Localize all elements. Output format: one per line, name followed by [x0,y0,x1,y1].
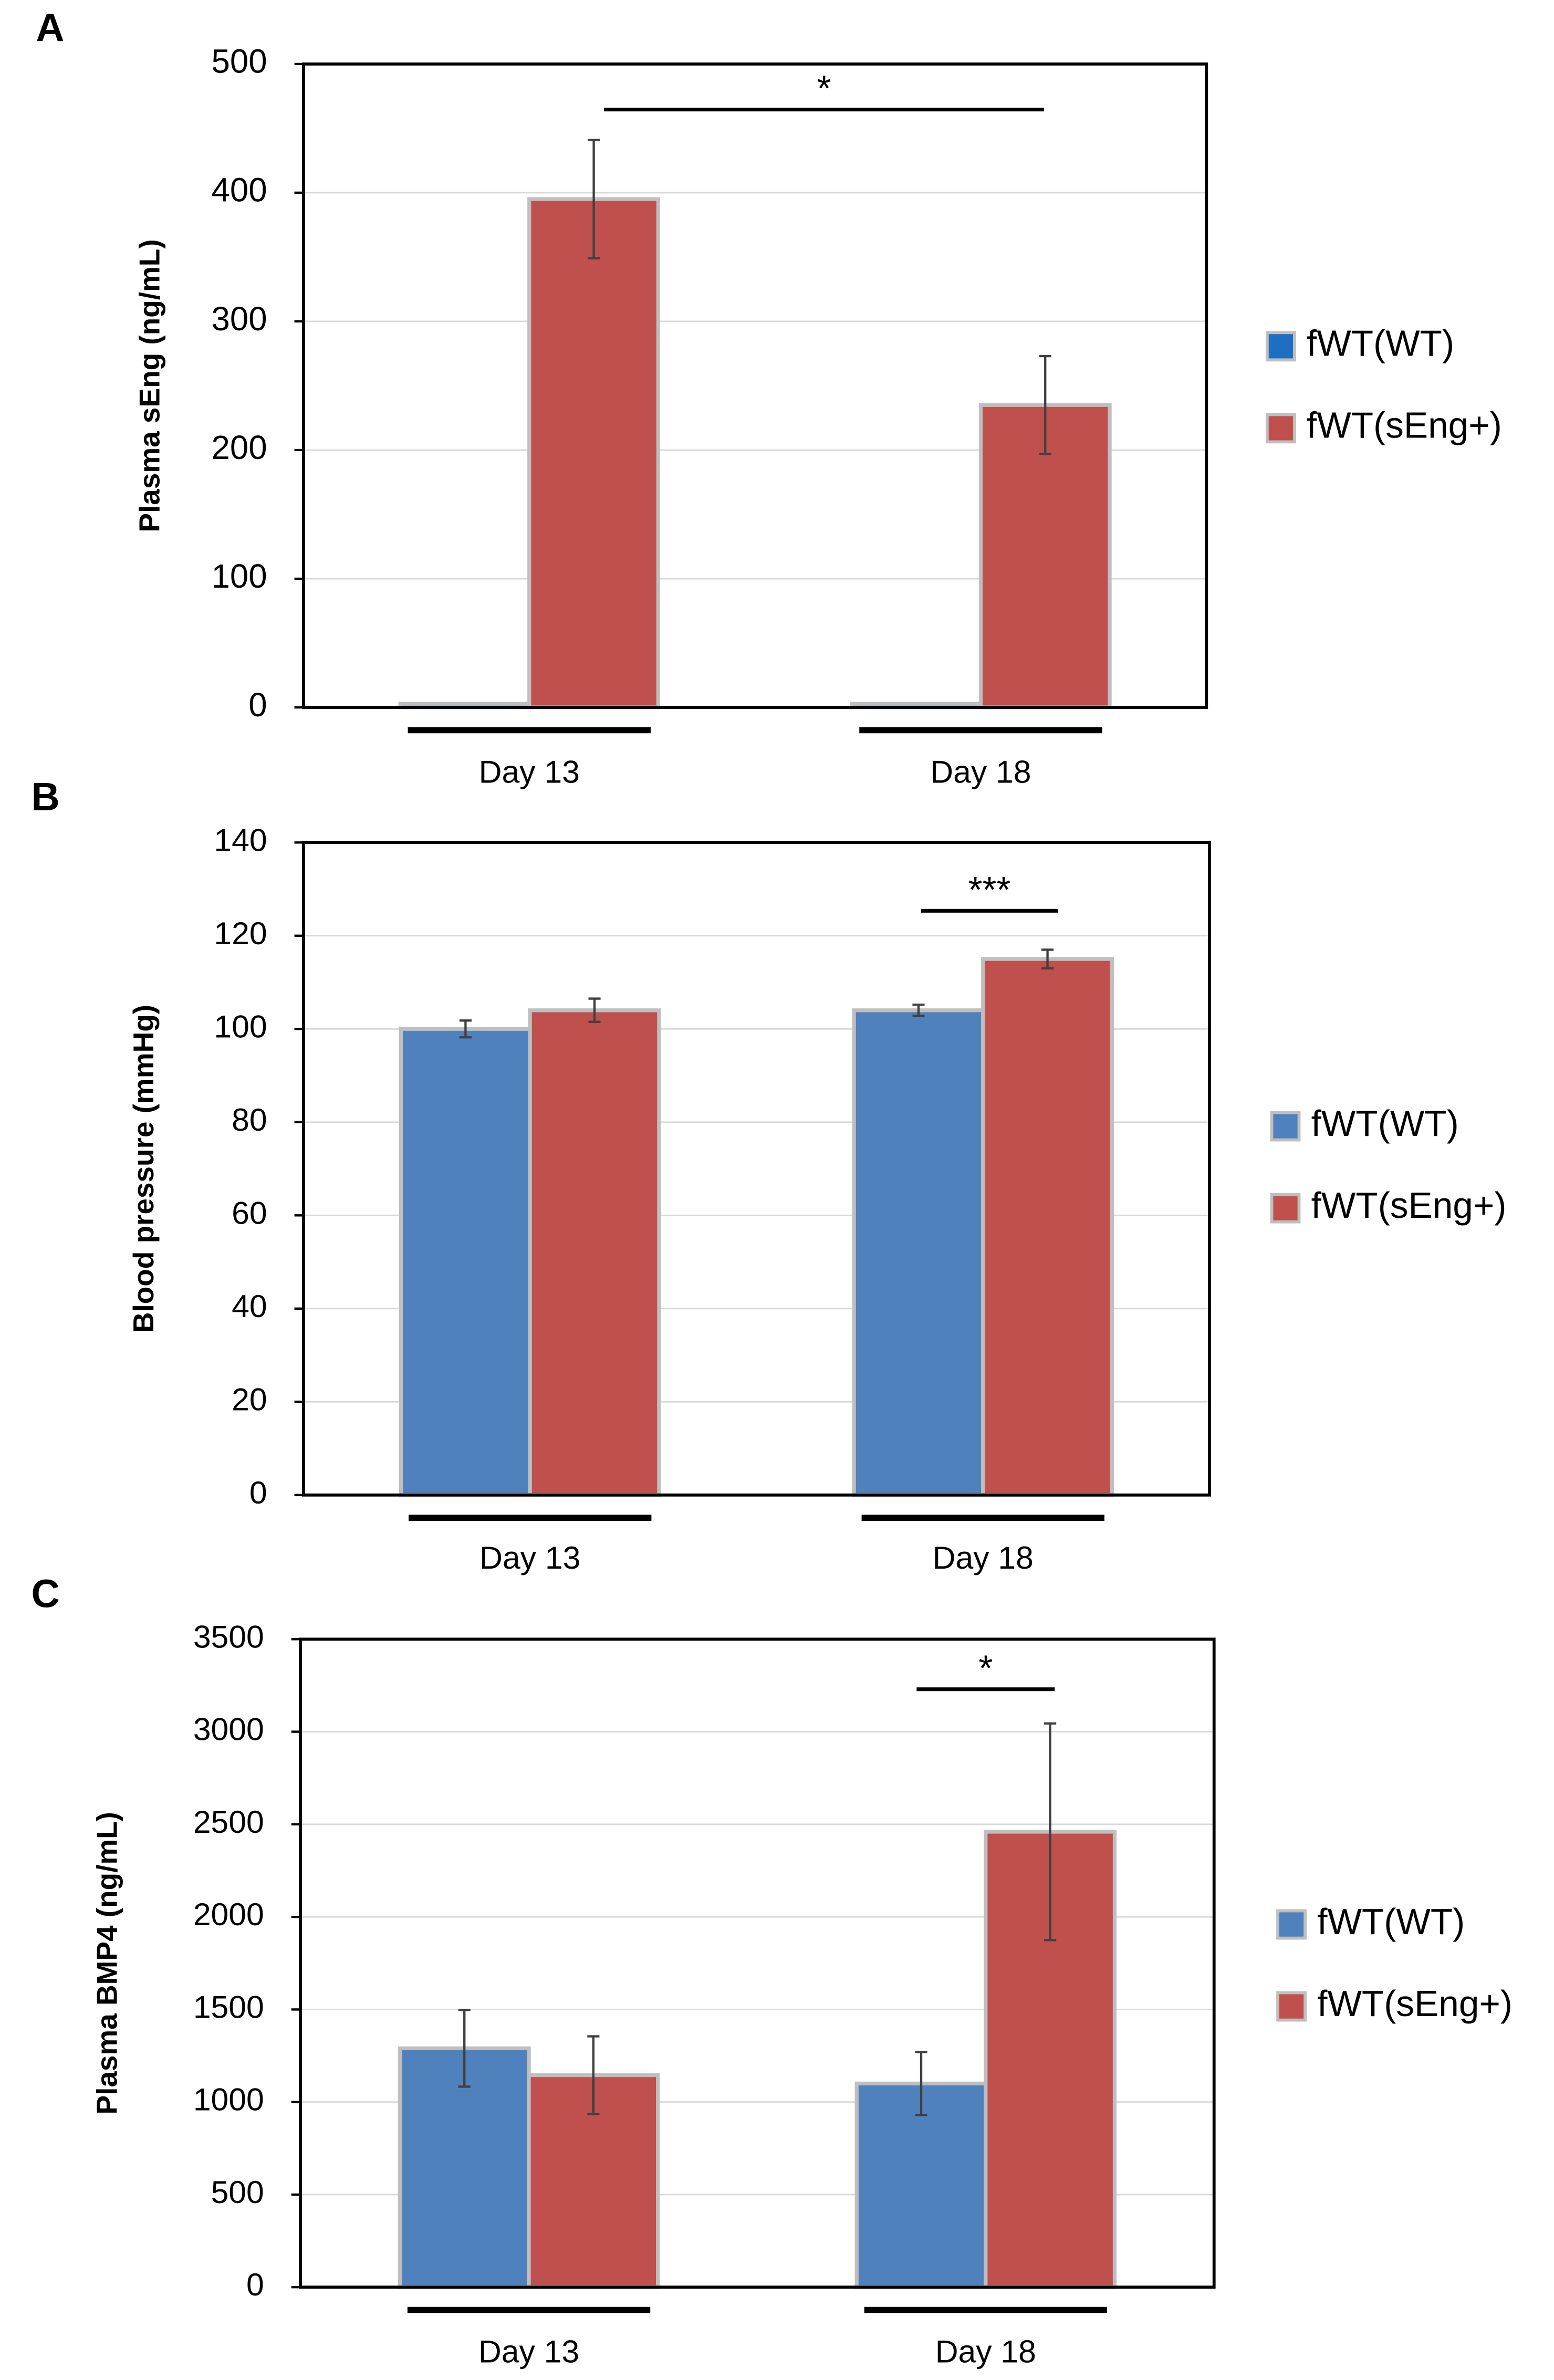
panel-label: C [32,1571,60,1615]
error-bar [588,997,601,1024]
legend-label: fWT(sEng+) [1307,405,1502,446]
y-tick-label: 500 [212,43,267,80]
y-tick-label: 3500 [193,1619,264,1654]
plot-frame [299,1637,1216,2289]
error-bar [458,2009,471,2088]
y-axis-label: Blood pressure (mmHg) [127,1005,160,1333]
error-bar [912,1003,925,1017]
y-tick-label: 100 [214,1008,267,1044]
error-bar [1041,948,1054,970]
x-tick-label: Day 13 [479,754,580,789]
y-tick-label: 2500 [193,1804,264,1840]
x-tick-label: Day 13 [479,1540,580,1575]
y-tick-label: 80 [232,1102,267,1137]
legend-swatch [1276,1991,1307,2022]
legend-label: fWT(sEng+) [1317,1983,1513,2024]
error-bar [459,1019,472,1039]
legend-label: fWT(WT) [1317,1901,1465,1942]
error-bar [1044,1722,1057,1941]
plot-frame [302,841,1211,1497]
x-tick-label: Day 18 [930,754,1031,789]
error-bar [587,2035,600,2115]
error-bar [588,139,600,260]
y-tick-label: 2000 [193,1896,264,1932]
significance-label: * [817,68,831,109]
legend-label: fWT(sEng+) [1311,1185,1507,1226]
bar [527,197,660,709]
y-tick-label: 300 [212,300,267,338]
x-tick-label: Day 13 [478,2333,579,2369]
x-tick-label: Day 18 [933,1540,1034,1575]
bar [981,957,1114,1497]
y-tick-label: 0 [248,686,267,724]
x-tick-label: Day 18 [935,2333,1036,2369]
y-axis-label: Plasma BMP4 (ng/mL) [91,1812,123,2114]
legend-swatch [1276,1909,1307,1940]
legend-label: fWT(WT) [1311,1103,1459,1144]
y-axis-label: Plasma sEng (ng/mL) [133,239,165,532]
error-bar [915,2051,927,2116]
panel-label: A [36,5,64,49]
error-bar [1039,354,1051,455]
bar [528,1008,661,1497]
bar [852,1008,985,1497]
bar [854,2081,988,2289]
y-tick-label: 140 [214,822,267,858]
significance-label: *** [968,869,1011,910]
y-tick-label: 60 [232,1195,267,1230]
significance-label: * [978,1647,993,1688]
legend-label: fWT(WT) [1307,323,1454,364]
y-tick-label: 400 [212,172,267,209]
legend-swatch [1270,1193,1301,1224]
bar [399,1027,532,1497]
y-tick-label: 200 [212,429,267,466]
y-tick-label: 1000 [193,2082,264,2117]
y-tick-label: 0 [249,1475,267,1510]
y-tick-label: 20 [232,1381,267,1417]
y-tick-label: 3000 [193,1711,264,1747]
y-tick-label: 100 [212,558,267,595]
plot-frame [302,62,1208,709]
legend-swatch [1265,331,1296,362]
y-tick-label: 1500 [193,1989,264,2024]
y-tick-label: 40 [232,1288,267,1324]
panel-label: B [32,775,60,819]
y-tick-label: 120 [214,915,267,951]
legend-swatch [1265,413,1296,444]
y-tick-label: 0 [246,2267,264,2302]
legend-swatch [1270,1111,1301,1142]
y-tick-label: 500 [211,2174,264,2210]
